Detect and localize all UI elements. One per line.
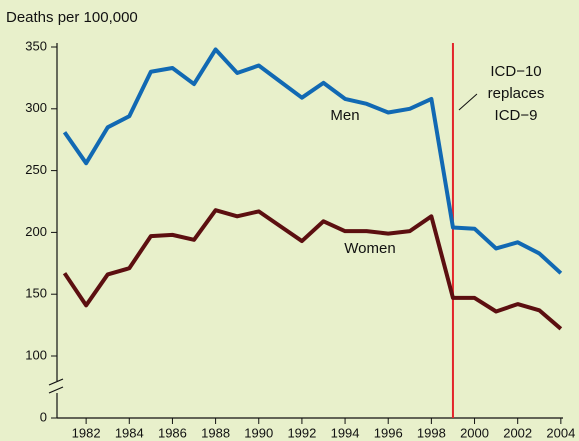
axis-break — [48, 378, 64, 386]
y-tick-label: 0 — [40, 409, 47, 424]
axis-break-gap — [49, 381, 65, 393]
axis-break — [48, 386, 64, 394]
x-tick-label: 1984 — [115, 425, 144, 440]
y-tick-label: 250 — [25, 162, 47, 177]
x-tick-label: 2004 — [546, 425, 575, 440]
x-tick-label: 1992 — [287, 425, 316, 440]
x-tick-label: 1982 — [72, 425, 101, 440]
x-tick-label: 1988 — [201, 425, 230, 440]
series-label: Women — [344, 240, 395, 257]
x-tick-label: 1998 — [417, 425, 446, 440]
x-tick-label: 1994 — [331, 425, 360, 440]
series-label: Men — [330, 107, 359, 124]
y-tick-label: 200 — [25, 224, 47, 239]
y-axis-label: Deaths per 100,000 — [6, 9, 138, 26]
annotation: ICD−10 — [490, 63, 541, 80]
annotation: replaces — [488, 85, 545, 102]
y-tick-label: 150 — [25, 286, 47, 301]
x-tick-label: 1986 — [158, 425, 187, 440]
line-series — [62, 47, 563, 275]
annotation: ICD−9 — [495, 107, 538, 124]
line-series — [62, 208, 563, 331]
x-tick-label: 2002 — [503, 425, 532, 440]
y-tick-label: 100 — [25, 347, 47, 362]
x-tick-label: 1996 — [374, 425, 403, 440]
y-tick-label: 350 — [25, 38, 47, 53]
x-tick-label: 1990 — [244, 425, 273, 440]
x-tick-label: 2000 — [460, 425, 489, 440]
y-tick-label: 300 — [25, 100, 47, 115]
annotation-leader — [458, 93, 478, 111]
